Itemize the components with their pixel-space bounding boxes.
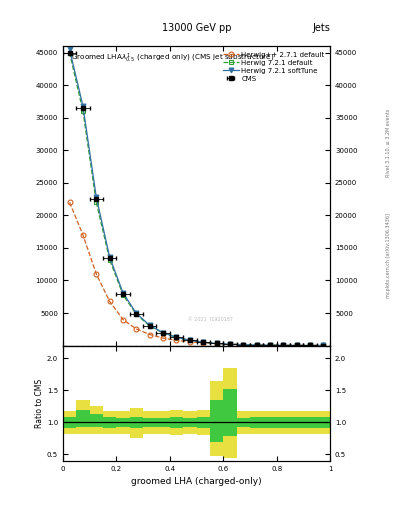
Herwig++ 2.7.1 default (214, 340, 219, 347)
Text: 13000 GeV pp: 13000 GeV pp (162, 23, 231, 33)
Herwig 7.2.1 default (201, 339, 206, 346)
Herwig 7.2.1 default (94, 199, 99, 205)
Herwig 7.2.1 softTune (94, 194, 99, 200)
Herwig++ 2.7.1 default (201, 340, 206, 346)
Herwig 7.2.1 softTune (294, 343, 299, 349)
Herwig++ 2.7.1 default (107, 298, 112, 305)
Herwig++ 2.7.1 default (67, 199, 72, 205)
Herwig 7.2.1 softTune (187, 337, 192, 344)
Herwig 7.2.1 default (308, 343, 312, 349)
Herwig 7.2.1 default (161, 330, 165, 336)
Herwig 7.2.1 default (147, 323, 152, 329)
Herwig 7.2.1 default (281, 342, 286, 348)
Herwig 7.2.1 softTune (121, 290, 125, 296)
Line: Herwig++ 2.7.1 default: Herwig++ 2.7.1 default (67, 200, 326, 348)
Herwig++ 2.7.1 default (241, 342, 246, 348)
Herwig++ 2.7.1 default (121, 316, 125, 323)
Herwig 7.2.1 default (67, 50, 72, 56)
Herwig 7.2.1 softTune (134, 310, 139, 316)
Herwig 7.2.1 default (214, 340, 219, 347)
Herwig 7.2.1 default (107, 257, 112, 263)
Herwig 7.2.1 default (241, 342, 246, 348)
Legend: Herwig++ 2.7.1 default, Herwig 7.2.1 default, Herwig 7.2.1 softTune, CMS: Herwig++ 2.7.1 default, Herwig 7.2.1 def… (221, 50, 327, 84)
Herwig 7.2.1 default (294, 343, 299, 349)
Herwig 7.2.1 softTune (147, 323, 152, 329)
Herwig 7.2.1 default (268, 342, 272, 348)
Herwig 7.2.1 softTune (81, 103, 85, 109)
Herwig 7.2.1 softTune (254, 342, 259, 348)
Herwig 7.2.1 default (121, 292, 125, 298)
Y-axis label: Ratio to CMS: Ratio to CMS (35, 379, 44, 428)
Line: Herwig 7.2.1 softTune: Herwig 7.2.1 softTune (67, 47, 326, 348)
Text: Jets: Jets (312, 23, 330, 33)
Herwig++ 2.7.1 default (308, 343, 312, 349)
Text: Groomed LHA$\lambda^1_{0.5}$ (charged only) (CMS jet substructure): Groomed LHA$\lambda^1_{0.5}$ (charged on… (71, 52, 274, 66)
Herwig++ 2.7.1 default (81, 232, 85, 238)
Herwig++ 2.7.1 default (161, 335, 165, 341)
Herwig++ 2.7.1 default (294, 342, 299, 348)
Herwig 7.2.1 softTune (174, 334, 179, 340)
Herwig++ 2.7.1 default (187, 339, 192, 345)
Herwig 7.2.1 default (81, 108, 85, 114)
Herwig 7.2.1 softTune (281, 342, 286, 348)
Herwig 7.2.1 softTune (308, 343, 312, 349)
Herwig 7.2.1 softTune (67, 46, 72, 52)
Herwig 7.2.1 default (228, 341, 232, 347)
Text: Rivet 3.1.10, ≥ 3.2M events: Rivet 3.1.10, ≥ 3.2M events (386, 109, 391, 178)
Herwig++ 2.7.1 default (147, 331, 152, 337)
Herwig 7.2.1 softTune (268, 342, 272, 348)
Herwig 7.2.1 softTune (161, 330, 165, 336)
Herwig 7.2.1 softTune (241, 342, 246, 348)
Herwig 7.2.1 softTune (321, 343, 326, 349)
Herwig 7.2.1 softTune (107, 254, 112, 260)
X-axis label: groomed LHA (charged-only): groomed LHA (charged-only) (131, 477, 262, 486)
Herwig++ 2.7.1 default (228, 341, 232, 347)
Herwig 7.2.1 default (174, 334, 179, 340)
Herwig++ 2.7.1 default (254, 342, 259, 348)
Herwig++ 2.7.1 default (94, 271, 99, 277)
Herwig++ 2.7.1 default (281, 342, 286, 348)
Herwig++ 2.7.1 default (268, 342, 272, 348)
Line: Herwig 7.2.1 default: Herwig 7.2.1 default (67, 50, 326, 348)
Herwig++ 2.7.1 default (134, 326, 139, 332)
Herwig 7.2.1 softTune (228, 341, 232, 347)
Text: mcplots.cern.ch [arXiv:1306.3436]: mcplots.cern.ch [arXiv:1306.3436] (386, 214, 391, 298)
Text: © 2021  I1920187: © 2021 I1920187 (189, 316, 233, 322)
Herwig 7.2.1 default (134, 311, 139, 317)
Herwig 7.2.1 default (321, 343, 326, 349)
Herwig++ 2.7.1 default (174, 337, 179, 344)
Herwig++ 2.7.1 default (321, 343, 326, 349)
Herwig 7.2.1 softTune (214, 340, 219, 347)
Herwig 7.2.1 default (187, 337, 192, 344)
Herwig 7.2.1 softTune (201, 339, 206, 345)
Herwig 7.2.1 default (254, 342, 259, 348)
